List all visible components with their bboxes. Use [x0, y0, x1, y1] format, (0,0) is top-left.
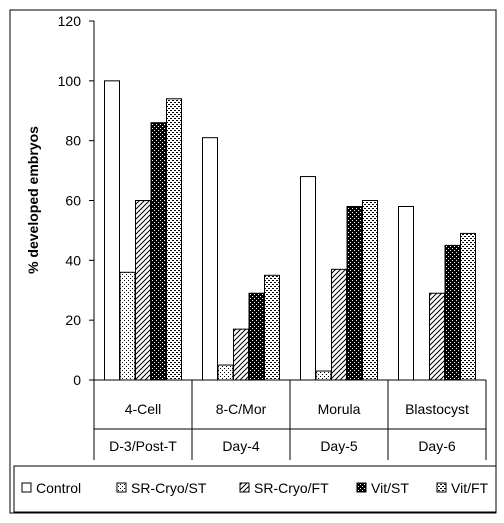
y-tick-label-100: 100: [58, 73, 82, 89]
x-tick-sublabel-3: Day-5: [320, 438, 358, 454]
legend-swatch-sr-cryo-st: [116, 482, 127, 493]
legend-label-control: Control: [36, 480, 81, 496]
bar-sr-cryo-st-1: [119, 271, 136, 381]
bar-sr-cryo-ft-2: [233, 328, 249, 381]
bar-control-4: [398, 205, 414, 381]
x-tick-label-3: Morula: [318, 401, 361, 417]
bar-vit-ft-2: [264, 274, 280, 381]
bar-sr-cryo-ft-1: [135, 200, 151, 381]
x-tick-label-2: 8-C/Mor: [216, 401, 267, 417]
bar-sr-cryo-st-3: [315, 370, 332, 381]
plot-area: 0 20 40 60 80 100 120 4-Cell D-3/Post-T 8-C/Mor Da…: [58, 13, 487, 460]
bar-vit-st-1: [150, 122, 167, 381]
legend-swatch-sr-cryo-ft: [239, 482, 250, 493]
y-tick-label-0: 0: [73, 372, 81, 388]
legend-label-sr-cryo-ft: SR-Cryo/FT: [254, 480, 329, 496]
x-tick-label-4: Blastocyst: [405, 401, 469, 417]
x-tick-label-1: 4-Cell: [125, 401, 162, 417]
legend-label-vit-st: Vit/ST: [371, 480, 409, 496]
bar-vit-ft-1: [166, 98, 182, 381]
legend-swatch-vit-st: [356, 482, 367, 493]
bar-control-2: [202, 137, 218, 381]
y-axis-title: % developed embryos: [25, 126, 41, 274]
y-tick-label-20: 20: [65, 312, 81, 328]
bar-vit-st-2: [248, 292, 265, 381]
bar-control-1: [104, 80, 120, 381]
bar-sr-cryo-st-2: [217, 364, 234, 381]
legend-frame: [13, 465, 497, 513]
bar-control-3: [300, 176, 316, 381]
x-tick-sublabel-1: D-3/Post-T: [109, 438, 177, 454]
legend-swatch-vit-ft: [436, 482, 447, 493]
chart-frame: [9, 9, 497, 514]
bar-sr-cryo-ft-4: [429, 292, 445, 381]
bar-vit-st-4: [444, 244, 461, 381]
x-tick-sublabel-2: Day-4: [222, 438, 260, 454]
legend: Control SR-Cryo/ST SR-Cryo/FT Vit/ST Vit/FT: [21, 480, 489, 496]
bar-sr-cryo-ft-3: [331, 268, 347, 381]
x-tick-sublabel-4: Day-6: [418, 438, 456, 454]
bar-vit-ft-3: [362, 200, 378, 381]
y-tick-label-40: 40: [65, 252, 81, 268]
bar-vit-ft-4: [460, 232, 476, 381]
y-tick-label-60: 60: [65, 193, 81, 209]
legend-label-vit-ft: Vit/FT: [451, 480, 489, 496]
legend-label-sr-cryo-st: SR-Cryo/ST: [131, 480, 207, 496]
y-tick-label-80: 80: [65, 133, 81, 149]
bar-vit-st-3: [346, 205, 363, 381]
legend-swatch-control: [21, 482, 32, 493]
y-tick-label-120: 120: [58, 13, 82, 29]
